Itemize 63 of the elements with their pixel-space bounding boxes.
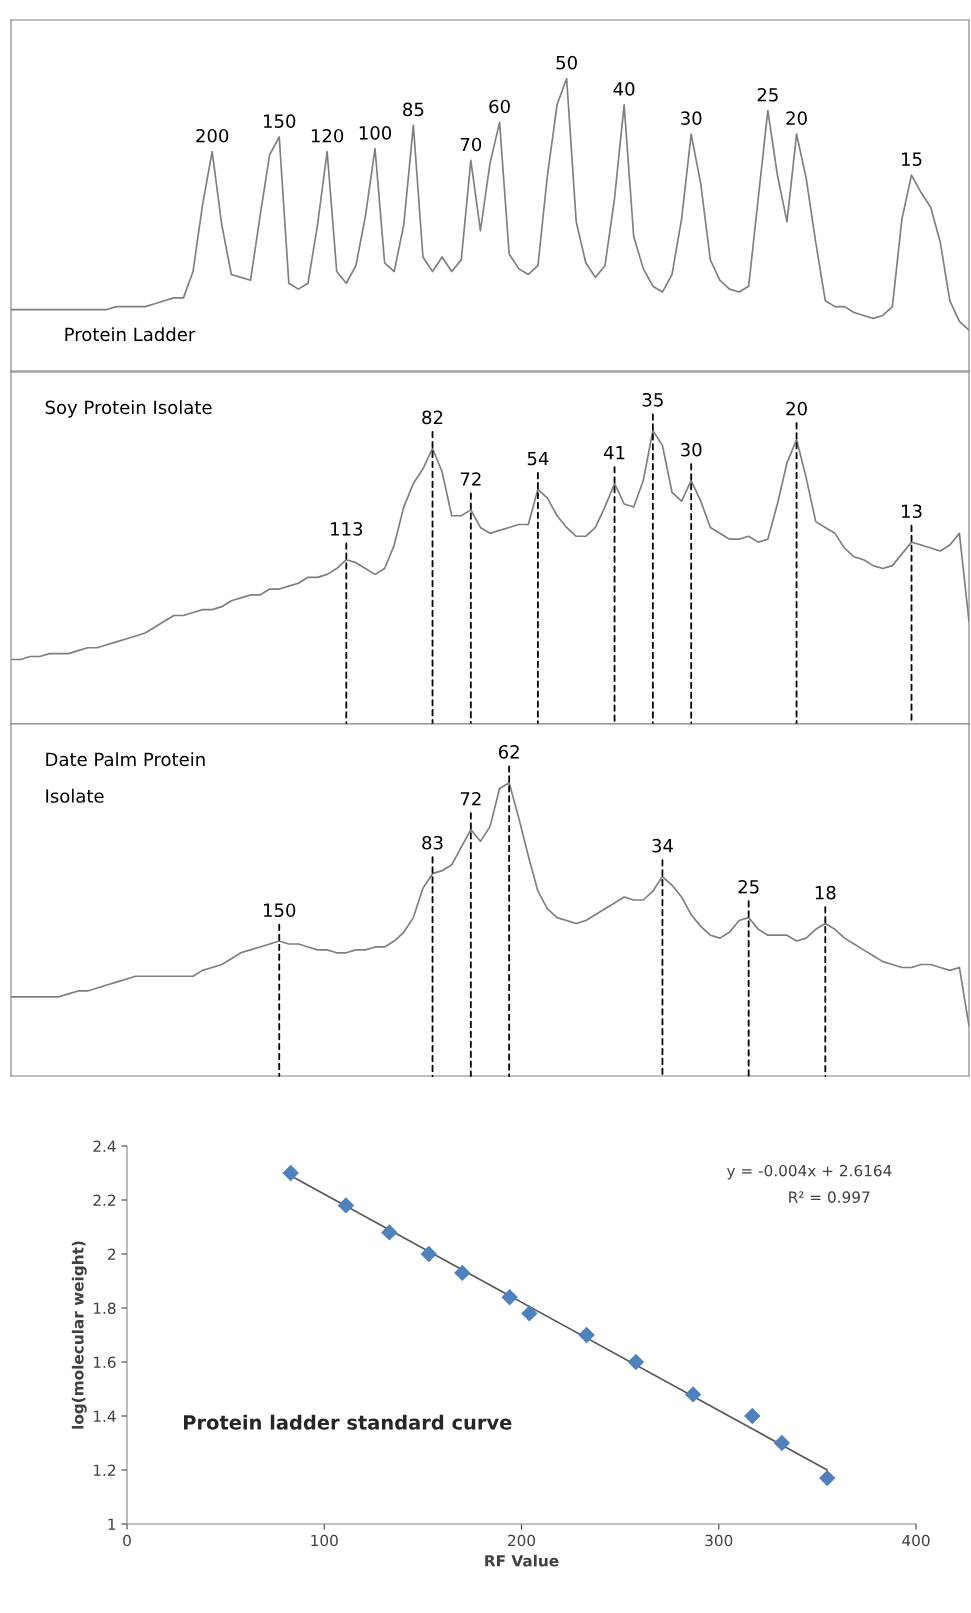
annotation: 82 — [422, 410, 443, 425]
annotation: 150 — [263, 903, 296, 918]
y-tick-label: 1 — [108, 1518, 116, 1530]
annotation: y = -0.004x + 2.6164 — [726, 1164, 892, 1180]
annotation: 25 — [738, 879, 759, 894]
x-tick-label: 200 — [508, 1534, 536, 1547]
annotation: 40 — [613, 82, 635, 96]
y-tick-label: 1.6 — [93, 1356, 116, 1369]
annotation: R² = 0.997 — [789, 1191, 870, 1203]
annotation: 54 — [527, 451, 549, 466]
annotation: 30 — [681, 442, 702, 457]
annotation: 120 — [311, 128, 344, 143]
annotation: 13 — [902, 504, 922, 519]
point — [578, 1326, 595, 1344]
annotation: 83 — [422, 835, 443, 850]
point — [337, 1197, 355, 1214]
annotation: Protein ladder standard curve — [184, 1414, 512, 1430]
annotation: 72 — [460, 472, 481, 486]
annotation: 30 — [681, 111, 702, 126]
annotation: 25 — [757, 87, 778, 102]
y-axis-title: log(molecular weight) — [71, 1241, 87, 1429]
y-tick-label: 1.4 — [93, 1410, 116, 1422]
annotation: 150 — [263, 114, 296, 128]
annotation: 20 — [786, 401, 807, 416]
annotation: 35 — [642, 392, 663, 407]
annotation: 70 — [460, 137, 482, 152]
annotation: 100 — [359, 125, 392, 140]
chart-title: Date Palm Protein Isolate — [46, 752, 205, 803]
point — [684, 1386, 702, 1403]
point — [819, 1469, 836, 1487]
point — [454, 1264, 471, 1282]
chart-title: Soy Protein Isolate — [45, 400, 212, 418]
point — [627, 1353, 645, 1371]
y-tick-label: 2.2 — [93, 1194, 116, 1206]
annotation: 18 — [815, 885, 836, 900]
point — [521, 1305, 538, 1322]
annotation: 20 — [786, 111, 807, 126]
annotation: 72 — [460, 791, 481, 806]
x-axis-title: RF Value — [485, 1554, 559, 1567]
annotation: 60 — [489, 99, 510, 114]
annotation: 34 — [652, 838, 673, 853]
annotation: 50 — [556, 55, 577, 70]
annotation: 113 — [331, 522, 363, 536]
annotation: 41 — [603, 446, 625, 460]
annotation: 200 — [196, 128, 229, 143]
point — [773, 1434, 791, 1452]
point — [744, 1407, 761, 1425]
x-tick-label: 400 — [902, 1534, 930, 1547]
point — [381, 1224, 398, 1241]
text: Protein Ladder — [65, 327, 196, 342]
y-tick-label: 2 — [107, 1248, 116, 1260]
annotation: 85 — [403, 102, 424, 117]
x-tick-label: 100 — [311, 1534, 338, 1547]
x-tick-label: 0 — [123, 1534, 131, 1547]
point — [420, 1245, 438, 1263]
annotation: 15 — [902, 152, 922, 166]
x-tick-label: 300 — [705, 1534, 733, 1547]
y-tick-label: 1.8 — [93, 1302, 116, 1315]
point — [501, 1288, 518, 1306]
point — [282, 1164, 299, 1182]
y-tick-label: 1.2 — [93, 1464, 116, 1476]
y-tick-label: 2.4 — [93, 1140, 116, 1152]
annotation: 62 — [498, 744, 519, 759]
